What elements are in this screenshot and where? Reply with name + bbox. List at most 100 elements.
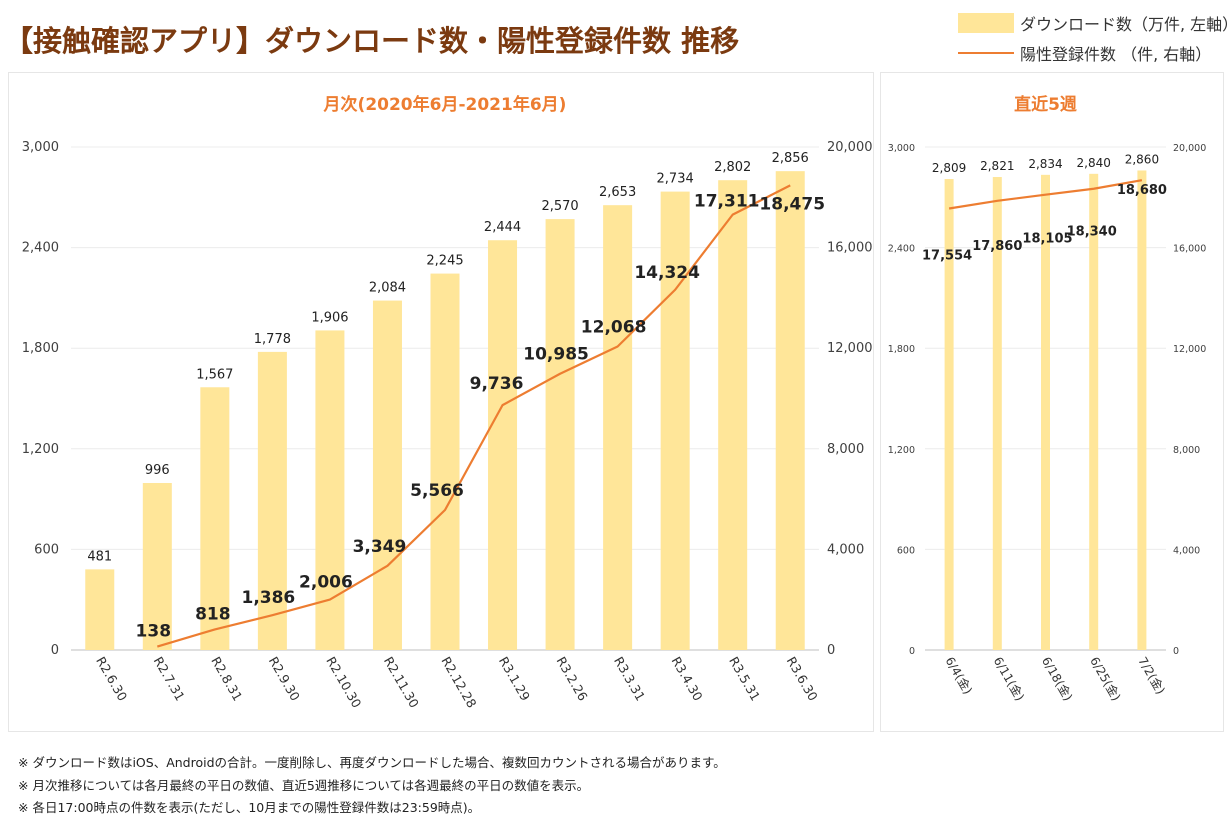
category-label: R3.6.30 (784, 654, 821, 703)
bar (1137, 170, 1147, 650)
bar (142, 483, 172, 650)
category-label: 6/11(金) (991, 654, 1028, 703)
category-label: 6/25(金) (1087, 654, 1124, 703)
category-label: R2.12.28 (438, 654, 479, 710)
line-value-label: 17,554 (922, 249, 972, 264)
right-axis-tick-label: 20,000 (827, 140, 873, 155)
left-axis-tick-label: 3,000 (22, 140, 59, 155)
bar-value-label: 1,567 (196, 367, 233, 382)
bar-value-label: 2,734 (657, 172, 694, 187)
left-axis-tick-label: 1,200 (888, 445, 915, 456)
weekly-chart: 直近5週 0 0 600 4,000 1,200 8,000 1,800 12,000 2,400… (888, 94, 1206, 703)
line-value-label: 18,475 (759, 194, 825, 214)
bar-value-label: 2,821 (980, 159, 1014, 173)
right-axis-tick-label: 16,000 (1173, 244, 1206, 255)
line-value-label: 17,311 (694, 192, 760, 212)
category-label: R2.7.31 (151, 654, 188, 703)
line-value-label: 2,006 (299, 573, 353, 593)
line-value-label: 138 (136, 622, 172, 642)
bar (372, 300, 402, 650)
left-axis-tick-label: 1,800 (22, 341, 59, 356)
bar (1089, 173, 1099, 650)
bar-value-label: 2,834 (1028, 157, 1062, 171)
bar (775, 171, 805, 651)
bar (257, 351, 287, 650)
left-axis-tick-label: 2,400 (888, 244, 915, 255)
left-axis-tick-label: 0 (51, 643, 59, 658)
footnote: ※ 各日17:00時点の件数を表示(ただし、10月までの陽性登録件数は23:59… (18, 800, 481, 815)
left-axis-tick-label: 0 (909, 646, 915, 657)
line-value-label: 818 (195, 604, 231, 624)
category-label: R3.2.26 (553, 654, 590, 703)
bar-value-label: 2,570 (541, 199, 578, 214)
bar-value-label: 2,809 (932, 161, 966, 175)
bar (315, 330, 345, 650)
legend-item-positives: 陽性登録件数 （件, 右軸） (958, 40, 1211, 66)
category-label: R3.5.31 (726, 654, 763, 703)
monthly-chart: 月次(2020年6月-2021年6月) 0 0 600 4,000 1,200 8,000 1… (22, 94, 873, 710)
legend-item-downloads: ダウンロード数（万件, 左軸） (958, 10, 1230, 36)
bar-value-label: 2,653 (599, 185, 636, 200)
bar-value-label: 2,802 (714, 160, 751, 175)
right-axis-tick-label: 8,000 (1173, 445, 1200, 456)
weekly-chart-panel: 直近5週 0 0 600 4,000 1,200 8,000 1,800 12,000 2,400… (880, 72, 1224, 732)
bar (430, 273, 460, 650)
category-label: 6/4(金) (943, 654, 976, 697)
right-axis-tick-label: 0 (827, 643, 835, 658)
right-axis-tick-label: 4,000 (1173, 545, 1200, 556)
bar (200, 387, 230, 650)
line-value-label: 5,566 (410, 481, 464, 501)
right-axis-tick-label: 0 (1173, 646, 1179, 657)
positive-registrations-line (156, 184, 791, 648)
bar-value-label: 1,778 (254, 332, 291, 347)
chart-title: 直近5週 (1014, 94, 1077, 115)
bar (488, 240, 518, 651)
line-value-label: 18,680 (1117, 183, 1167, 198)
bar-value-label: 2,245 (426, 254, 463, 269)
left-axis-tick-label: 1,200 (22, 442, 59, 457)
line-value-label: 10,985 (523, 345, 589, 365)
category-label: R3.4.30 (669, 654, 706, 703)
positive-registrations-line (948, 179, 1143, 210)
right-axis-tick-label: 8,000 (827, 442, 864, 457)
legend-line-swatch (958, 52, 1014, 54)
category-label: R2.9.30 (266, 654, 303, 703)
bar-value-label: 481 (87, 549, 112, 564)
legend-line-label: 陽性登録件数 （件, 右軸） (1020, 45, 1212, 64)
bar (718, 180, 748, 650)
left-axis-tick-label: 600 (897, 545, 915, 556)
category-label: R3.3.31 (611, 654, 648, 703)
line-value-label: 18,105 (1022, 232, 1072, 247)
left-axis-tick-label: 2,400 (22, 241, 59, 256)
line-value-label: 9,736 (470, 374, 524, 394)
bar-value-label: 996 (145, 463, 170, 478)
category-label: 7/2(金) (1135, 654, 1168, 697)
bar (660, 191, 690, 650)
bar (1041, 174, 1050, 650)
line-value-label: 3,349 (353, 537, 407, 557)
right-axis-tick-label: 4,000 (827, 542, 864, 557)
left-axis-tick-label: 600 (34, 542, 59, 557)
category-label: R2.6.30 (93, 654, 130, 703)
line-value-label: 12,068 (581, 317, 647, 337)
bar (944, 179, 954, 650)
line-value-label: 18,340 (1067, 225, 1117, 240)
category-label: 6/18(金) (1039, 654, 1076, 703)
category-label: R2.11.30 (381, 654, 422, 710)
category-label: R2.10.30 (323, 654, 364, 710)
bar (85, 569, 115, 650)
line-value-label: 1,386 (241, 588, 295, 608)
chart-title: 月次(2020年6月-2021年6月) (323, 94, 567, 115)
bar-value-label: 2,856 (772, 151, 809, 166)
bar-value-label: 2,084 (369, 281, 406, 296)
right-axis-tick-label: 12,000 (1173, 344, 1206, 355)
left-axis-tick-label: 1,800 (888, 344, 915, 355)
category-label: R3.1.29 (496, 654, 533, 703)
bar-value-label: 2,840 (1077, 156, 1111, 170)
footnote: ※ 月次推移については各月最終の平日の数値、直近5週推移については各週最終の平日… (18, 777, 590, 793)
bar-value-label: 1,906 (311, 310, 348, 325)
legend-bar-swatch (958, 13, 1014, 33)
footnote: ※ ダウンロード数はiOS、Androidの合計。一度削除し、再度ダウンロードし… (18, 755, 726, 770)
page-title: 【接触確認アプリ】ダウンロード数・陽性登録件数 推移 (4, 24, 740, 58)
monthly-chart-panel: 月次(2020年6月-2021年6月) 0 0 600 4,000 1,200 8,000 1… (8, 72, 874, 732)
